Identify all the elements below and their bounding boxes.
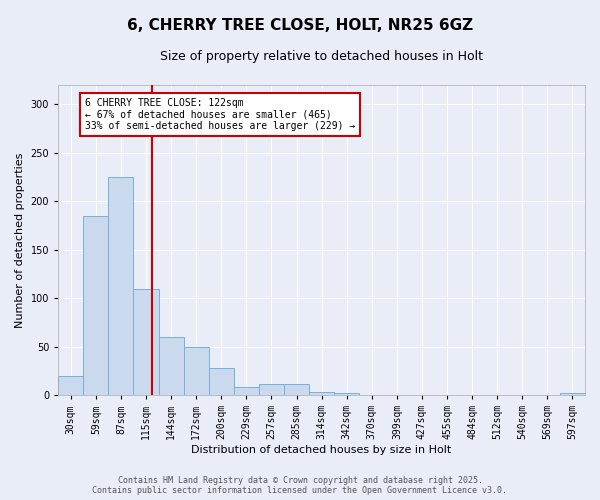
Bar — [259, 384, 284, 395]
Bar — [83, 216, 109, 395]
Text: Contains HM Land Registry data © Crown copyright and database right 2025.
Contai: Contains HM Land Registry data © Crown c… — [92, 476, 508, 495]
Y-axis label: Number of detached properties: Number of detached properties — [15, 152, 25, 328]
Bar — [58, 376, 83, 395]
Bar — [209, 368, 234, 395]
Bar — [284, 384, 309, 395]
Bar — [109, 177, 133, 395]
Bar — [184, 346, 209, 395]
Bar — [560, 393, 585, 395]
Bar — [133, 288, 158, 395]
Text: 6 CHERRY TREE CLOSE: 122sqm
← 67% of detached houses are smaller (465)
33% of se: 6 CHERRY TREE CLOSE: 122sqm ← 67% of det… — [85, 98, 355, 131]
Bar — [234, 388, 259, 395]
Bar — [309, 392, 334, 395]
X-axis label: Distribution of detached houses by size in Holt: Distribution of detached houses by size … — [191, 445, 452, 455]
Title: Size of property relative to detached houses in Holt: Size of property relative to detached ho… — [160, 50, 483, 63]
Bar — [158, 337, 184, 395]
Text: 6, CHERRY TREE CLOSE, HOLT, NR25 6GZ: 6, CHERRY TREE CLOSE, HOLT, NR25 6GZ — [127, 18, 473, 32]
Bar — [334, 393, 359, 395]
